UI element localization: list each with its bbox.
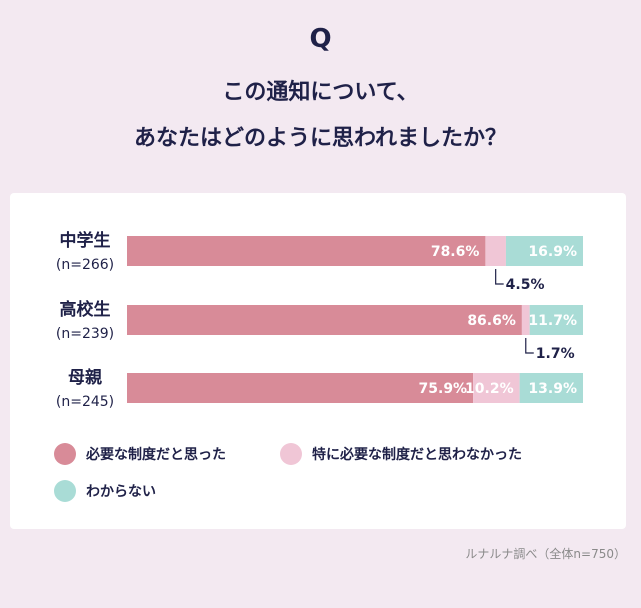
bar-segment xyxy=(485,236,506,266)
category-sample-size: (n=266) xyxy=(56,257,114,273)
category-label: 高校生 xyxy=(60,299,111,320)
legend-item-not-especially: 特に必要な制度だと思わなかった xyxy=(280,443,522,465)
legend-item-unknown: わからない xyxy=(54,480,156,502)
data-label: 86.6% xyxy=(467,313,516,329)
legend-item-necessary: 必要な制度だと思った xyxy=(54,443,226,465)
data-label-callout: 4.5% xyxy=(506,277,545,293)
data-label: 13.9% xyxy=(528,381,577,397)
bar-segment xyxy=(521,305,530,335)
data-label: 78.6% xyxy=(431,244,480,260)
legend-label-not-especially: 特に必要な制度だと思わなかった xyxy=(312,447,522,463)
category-sample-size: (n=245) xyxy=(56,394,114,410)
legend-swatch-unknown xyxy=(54,480,76,502)
category-sample-size: (n=239) xyxy=(56,326,114,342)
question-mark: Q xyxy=(309,24,332,54)
bar-segment xyxy=(127,236,486,266)
data-label: 16.9% xyxy=(528,244,577,260)
chart-title-line-1: この通知について、 xyxy=(222,80,419,105)
legend-label-necessary: 必要な制度だと思った xyxy=(86,447,226,463)
bar-segment xyxy=(473,373,520,403)
data-label-callout: 1.7% xyxy=(536,346,575,362)
chart-title-line-2: あなたはどのように思われましたか？ xyxy=(134,126,507,151)
legend-label-unknown: わからない xyxy=(86,484,156,500)
bar-segment xyxy=(127,373,474,403)
bar-segment xyxy=(529,305,583,335)
category-label: 中学生 xyxy=(60,230,111,251)
chart-card: 中学生 (n=266) 78.6% 4.5% 16.9% 高校生 (n=239) 86.6% 1… xyxy=(10,193,626,529)
data-label: 75.9% xyxy=(419,381,468,397)
data-label: 11.7% xyxy=(528,313,577,329)
legend-swatch-not-especially xyxy=(280,443,302,465)
stacked-bar-chart: 中学生 (n=266) 78.6% 4.5% 16.9% 高校生 (n=239) 86.6% 1… xyxy=(56,230,583,410)
callout-line xyxy=(525,338,534,354)
source-note: ルナルナ調べ（全体n=750） xyxy=(465,547,626,561)
bar-segment xyxy=(505,236,583,266)
legend-swatch-necessary xyxy=(54,443,76,465)
bar-segment xyxy=(519,373,583,403)
data-label: 10.2% xyxy=(465,381,514,397)
category-label: 母親 xyxy=(68,367,102,388)
bar-segment xyxy=(127,305,522,335)
callout-line xyxy=(495,269,504,285)
chart-title: この通知について、 あなたはどのように思われましたか？ xyxy=(0,70,641,162)
